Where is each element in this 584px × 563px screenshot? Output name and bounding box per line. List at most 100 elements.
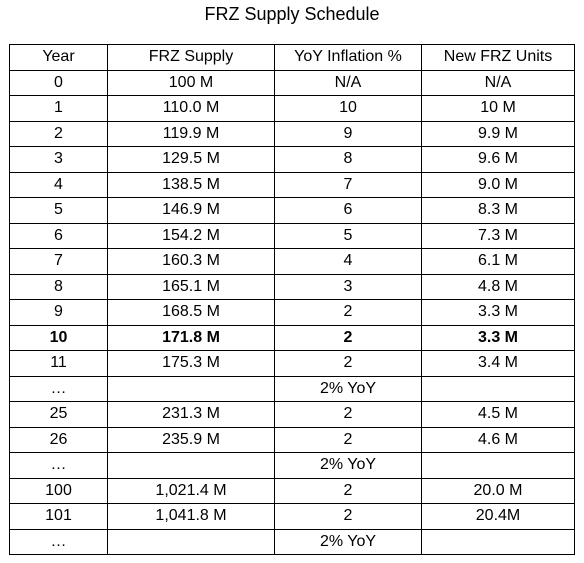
cell-new-units: 9.9 M (421, 120, 575, 147)
cell-supply: 235.9 M (107, 426, 275, 453)
cell-year: … (9, 452, 108, 479)
cell-inflation: 2% YoY (274, 528, 422, 555)
table-row: 2 119.9 M 9 9.9 M (9, 120, 575, 147)
table-row: 6 154.2 M 5 7.3 M (9, 222, 575, 249)
cell-supply: 154.2 M (107, 222, 275, 249)
cell-inflation: N/A (274, 69, 422, 96)
table-row: 0 100 M N/A N/A (9, 69, 575, 96)
cell-year: 5 (9, 197, 108, 224)
cell-inflation: 2 (274, 503, 422, 530)
cell-supply (107, 452, 275, 479)
cell-supply (107, 528, 275, 555)
cell-supply: 168.5 M (107, 299, 275, 326)
cell-inflation: 4 (274, 248, 422, 275)
cell-new-units (421, 528, 575, 555)
cell-supply: 231.3 M (107, 401, 275, 428)
header-yoy-inflation: YoY Inflation % (274, 44, 422, 71)
cell-inflation: 2 (274, 324, 422, 351)
cell-inflation: 9 (274, 120, 422, 147)
cell-year: 25 (9, 401, 108, 428)
cell-inflation: 8 (274, 146, 422, 173)
cell-inflation: 2 (274, 299, 422, 326)
cell-year: 11 (9, 350, 108, 377)
cell-year: 6 (9, 222, 108, 249)
cell-supply: 175.3 M (107, 350, 275, 377)
table-row-highlighted: 10 171.8 M 2 3.3 M (9, 324, 575, 351)
cell-supply: 1,041.8 M (107, 503, 275, 530)
cell-supply: 100 M (107, 69, 275, 96)
cell-inflation: 10 (274, 95, 422, 122)
cell-inflation: 5 (274, 222, 422, 249)
table-row: 3 129.5 M 8 9.6 M (9, 146, 575, 173)
cell-new-units: 9.0 M (421, 171, 575, 198)
header-frz-supply: FRZ Supply (107, 44, 275, 71)
cell-supply: 1,021.4 M (107, 477, 275, 504)
cell-new-units: 20.4M (421, 503, 575, 530)
cell-supply: 160.3 M (107, 248, 275, 275)
cell-inflation: 2 (274, 426, 422, 453)
table-row-ellipsis: … 2% YoY (9, 452, 575, 479)
table-row: 4 138.5 M 7 9.0 M (9, 171, 575, 198)
cell-supply: 171.8 M (107, 324, 275, 351)
header-new-frz-units: New FRZ Units (421, 44, 575, 71)
cell-supply: 110.0 M (107, 95, 275, 122)
cell-year: 8 (9, 273, 108, 300)
cell-inflation: 6 (274, 197, 422, 224)
cell-new-units: 4.8 M (421, 273, 575, 300)
cell-year: 3 (9, 146, 108, 173)
table-row-ellipsis: … 2% YoY (9, 375, 575, 402)
table-row: 25 231.3 M 2 4.5 M (9, 401, 575, 428)
cell-year: 26 (9, 426, 108, 453)
table-row: 101 1,041.8 M 2 20.4M (9, 503, 575, 530)
cell-inflation: 2 (274, 477, 422, 504)
table-row: 8 165.1 M 3 4.8 M (9, 273, 575, 300)
cell-inflation: 2 (274, 401, 422, 428)
cell-inflation: 2% YoY (274, 375, 422, 402)
cell-new-units: 8.3 M (421, 197, 575, 224)
cell-new-units: 6.1 M (421, 248, 575, 275)
cell-new-units: 9.6 M (421, 146, 575, 173)
cell-year: 101 (9, 503, 108, 530)
cell-supply: 138.5 M (107, 171, 275, 198)
cell-year: … (9, 375, 108, 402)
cell-year: 4 (9, 171, 108, 198)
cell-new-units: 4.6 M (421, 426, 575, 453)
table-row-ellipsis: … 2% YoY (9, 528, 575, 555)
table-row: 26 235.9 M 2 4.6 M (9, 426, 575, 453)
cell-supply: 129.5 M (107, 146, 275, 173)
cell-new-units: N/A (421, 69, 575, 96)
cell-year: 9 (9, 299, 108, 326)
cell-inflation: 3 (274, 273, 422, 300)
page-title: FRZ Supply Schedule (204, 4, 380, 24)
cell-year: 2 (9, 120, 108, 147)
table-row: 7 160.3 M 4 6.1 M (9, 248, 575, 275)
header-year: Year (9, 44, 108, 71)
cell-year: 7 (9, 248, 108, 275)
cell-new-units: 10 M (421, 95, 575, 122)
cell-year: 100 (9, 477, 108, 504)
cell-supply (107, 375, 275, 402)
cell-new-units (421, 452, 575, 479)
cell-inflation: 2% YoY (274, 452, 422, 479)
cell-year: 10 (9, 324, 108, 351)
cell-year: 0 (9, 69, 108, 96)
supply-schedule-table: Year FRZ Supply YoY Inflation % New FRZ … (9, 44, 575, 555)
table-header-row: Year FRZ Supply YoY Inflation % New FRZ … (9, 44, 575, 71)
cell-supply: 165.1 M (107, 273, 275, 300)
cell-new-units: 3.3 M (421, 324, 575, 351)
cell-inflation: 2 (274, 350, 422, 377)
cell-year: 1 (9, 95, 108, 122)
cell-year: … (9, 528, 108, 555)
table-row: 11 175.3 M 2 3.4 M (9, 350, 575, 377)
cell-new-units: 7.3 M (421, 222, 575, 249)
cell-supply: 119.9 M (107, 120, 275, 147)
table-row: 5 146.9 M 6 8.3 M (9, 197, 575, 224)
cell-supply: 146.9 M (107, 197, 275, 224)
cell-new-units: 3.3 M (421, 299, 575, 326)
cell-inflation: 7 (274, 171, 422, 198)
cell-new-units: 3.4 M (421, 350, 575, 377)
table-row: 9 168.5 M 2 3.3 M (9, 299, 575, 326)
cell-new-units: 4.5 M (421, 401, 575, 428)
cell-new-units (421, 375, 575, 402)
table-row: 1 110.0 M 10 10 M (9, 95, 575, 122)
